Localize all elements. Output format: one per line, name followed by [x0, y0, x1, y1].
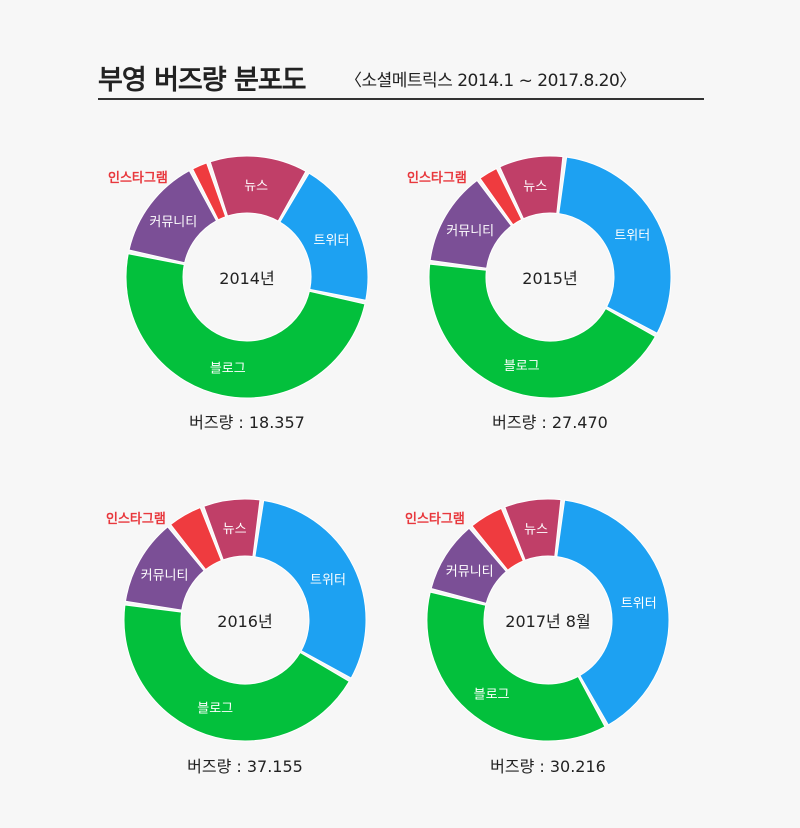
slice-트위터: [556, 499, 670, 726]
slice-트위터: [558, 156, 672, 334]
slice-뉴스: [504, 498, 562, 561]
slice-블로그: [428, 263, 656, 399]
slice-뉴스: [209, 155, 307, 222]
slice-label-인스타그램: 인스타그램: [405, 511, 465, 527]
slice-블로그: [125, 253, 366, 399]
slice-label-뉴스: 뉴스: [524, 522, 548, 537]
slice-label-인스타그램: 인스타그램: [407, 170, 467, 186]
chart-center-title: 2016년: [217, 612, 272, 631]
slice-label-뉴스: 뉴스: [523, 180, 547, 195]
slice-인스타그램: [471, 507, 524, 571]
chart-center-title: 2015년: [522, 269, 577, 288]
slice-블로그: [123, 604, 350, 742]
slice-label-뉴스: 뉴스: [223, 522, 247, 537]
slice-label-트위터: 트위터: [314, 233, 350, 248]
page-subtitle: 〈소셜메트릭스 2014.1 ~ 2017.8.20〉: [345, 71, 636, 91]
slice-뉴스: [203, 498, 261, 561]
title-row: 부영 버즈량 분포도 〈소셜메트릭스 2014.1 ~ 2017.8.20〉: [98, 52, 704, 100]
slice-블로그: [426, 591, 606, 742]
slice-인스타그램: [191, 162, 227, 221]
slice-뉴스: [499, 155, 564, 220]
slice-label-커뮤니티: 커뮤니티: [446, 224, 494, 239]
slice-label-커뮤니티: 커뮤니티: [141, 568, 189, 583]
chart-footer-buzz: 버즈량 : 30.216: [490, 757, 606, 776]
slice-label-블로그: 블로그: [210, 361, 246, 376]
slice-label-트위터: 트위터: [614, 229, 650, 244]
slice-label-트위터: 트위터: [310, 573, 346, 588]
slice-label-블로그: 블로그: [504, 359, 540, 374]
slice-인스타그램: [169, 506, 222, 571]
slice-label-블로그: 블로그: [474, 687, 510, 702]
slice-트위터: [279, 172, 369, 301]
page-title: 부영 버즈량 분포도: [98, 65, 307, 96]
slice-인스타그램: [479, 167, 523, 226]
slice-커뮤니티: [124, 526, 205, 611]
slice-label-블로그: 블로그: [197, 702, 233, 717]
chart-footer-buzz: 버즈량 : 27.470: [492, 413, 608, 432]
slice-커뮤니티: [430, 527, 507, 604]
slice-커뮤니티: [429, 179, 513, 269]
slice-커뮤니티: [128, 169, 218, 264]
chart-center-title: 2014년: [219, 269, 274, 288]
slice-트위터: [254, 499, 367, 679]
slice-label-트위터: 트위터: [621, 596, 657, 611]
slice-label-인스타그램: 인스타그램: [108, 170, 168, 186]
chart-footer-buzz: 버즈량 : 18.357: [189, 413, 305, 432]
chart-center-title: 2017년 8월: [505, 612, 590, 631]
slice-label-뉴스: 뉴스: [244, 179, 268, 194]
chart-footer-buzz: 버즈량 : 37.155: [187, 757, 303, 776]
slice-label-커뮤니티: 커뮤니티: [149, 215, 197, 230]
slice-label-커뮤니티: 커뮤니티: [446, 565, 494, 580]
slice-label-인스타그램: 인스타그램: [106, 511, 166, 527]
